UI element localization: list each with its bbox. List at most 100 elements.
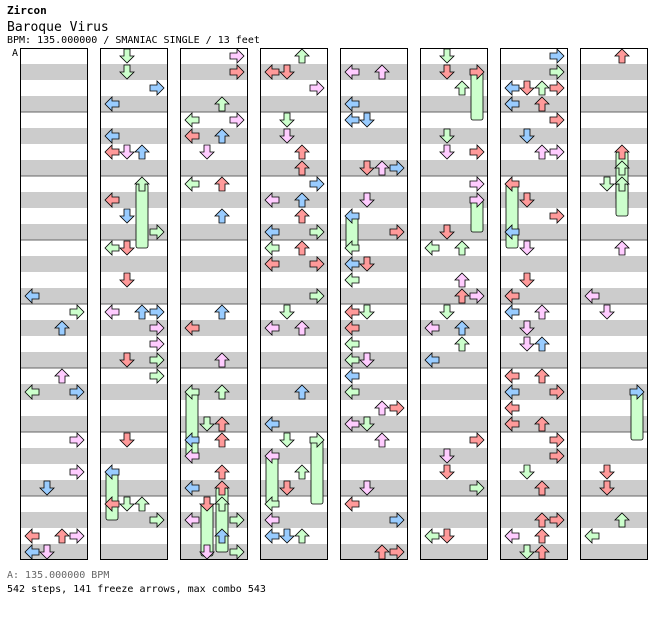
left-arrow-icon bbox=[104, 304, 120, 320]
up-arrow-icon bbox=[214, 384, 230, 400]
up-arrow-icon bbox=[614, 512, 630, 528]
down-arrow-icon bbox=[519, 128, 535, 144]
beat-stripe bbox=[420, 416, 488, 432]
beat-stripe bbox=[260, 96, 328, 112]
down-arrow-icon bbox=[199, 144, 215, 160]
down-arrow-icon bbox=[359, 192, 375, 208]
beat-stripe bbox=[420, 320, 488, 336]
up-arrow-icon bbox=[294, 528, 310, 544]
down-arrow-icon bbox=[439, 464, 455, 480]
right-arrow-icon bbox=[469, 480, 485, 496]
beat-stripe bbox=[20, 64, 88, 80]
right-arrow-icon bbox=[229, 112, 245, 128]
down-arrow-icon bbox=[599, 480, 615, 496]
artist-name: Zircon bbox=[7, 4, 47, 17]
beat-stripe bbox=[180, 512, 248, 528]
left-arrow-icon bbox=[264, 240, 280, 256]
beat-stripe bbox=[500, 480, 568, 496]
beat-stripe bbox=[100, 416, 168, 432]
beat-stripe bbox=[420, 160, 488, 176]
down-arrow-icon bbox=[279, 64, 295, 80]
left-arrow-icon bbox=[344, 64, 360, 80]
down-arrow-icon bbox=[119, 48, 135, 64]
right-arrow-icon bbox=[469, 288, 485, 304]
column-border bbox=[580, 48, 648, 560]
left-arrow-icon bbox=[344, 112, 360, 128]
beat-stripe bbox=[500, 416, 568, 432]
down-arrow-icon bbox=[439, 528, 455, 544]
right-arrow-icon bbox=[549, 64, 565, 80]
beat-stripe bbox=[420, 384, 488, 400]
beat-stripe bbox=[580, 96, 648, 112]
beat-stripe bbox=[100, 288, 168, 304]
left-arrow-icon bbox=[344, 304, 360, 320]
left-arrow-icon bbox=[184, 384, 200, 400]
beat-stripe bbox=[260, 512, 328, 528]
column-border bbox=[260, 48, 328, 560]
beat-stripe bbox=[340, 64, 408, 80]
beat-stripe bbox=[580, 544, 648, 560]
up-arrow-icon bbox=[54, 528, 70, 544]
beat-stripe bbox=[180, 128, 248, 144]
up-arrow-icon bbox=[214, 304, 230, 320]
beat-stripe bbox=[500, 160, 568, 176]
up-arrow-icon bbox=[454, 272, 470, 288]
beat-stripe bbox=[100, 160, 168, 176]
down-arrow-icon bbox=[359, 160, 375, 176]
beat-stripe bbox=[180, 224, 248, 240]
up-arrow-icon bbox=[614, 48, 630, 64]
beat-stripe bbox=[260, 288, 328, 304]
up-arrow-icon bbox=[294, 384, 310, 400]
down-arrow-icon bbox=[359, 352, 375, 368]
down-arrow-icon bbox=[279, 128, 295, 144]
up-arrow-icon bbox=[54, 320, 70, 336]
left-arrow-icon bbox=[264, 320, 280, 336]
left-arrow-icon bbox=[344, 208, 360, 224]
right-arrow-icon bbox=[389, 224, 405, 240]
down-arrow-icon bbox=[199, 416, 215, 432]
up-arrow-icon bbox=[214, 208, 230, 224]
beat-stripe bbox=[500, 288, 568, 304]
beat-stripe bbox=[420, 352, 488, 368]
left-arrow-icon bbox=[504, 384, 520, 400]
left-arrow-icon bbox=[504, 288, 520, 304]
left-arrow-icon bbox=[264, 528, 280, 544]
up-arrow-icon bbox=[214, 416, 230, 432]
beat-stripe bbox=[100, 544, 168, 560]
left-arrow-icon bbox=[344, 496, 360, 512]
beat-stripe bbox=[580, 192, 648, 208]
beat-stripe bbox=[20, 320, 88, 336]
down-arrow-icon bbox=[279, 432, 295, 448]
left-arrow-icon bbox=[344, 368, 360, 384]
right-arrow-icon bbox=[309, 256, 325, 272]
down-arrow-icon bbox=[119, 272, 135, 288]
down-arrow-icon bbox=[599, 464, 615, 480]
beat-stripe bbox=[100, 128, 168, 144]
right-arrow-icon bbox=[149, 80, 165, 96]
down-arrow-icon bbox=[359, 416, 375, 432]
column-border bbox=[420, 48, 488, 560]
beat-stripe bbox=[340, 288, 408, 304]
beat-stripe bbox=[20, 416, 88, 432]
beat-stripe bbox=[500, 448, 568, 464]
down-arrow-icon bbox=[519, 240, 535, 256]
left-arrow-icon bbox=[24, 384, 40, 400]
beat-stripe bbox=[580, 320, 648, 336]
up-arrow-icon bbox=[534, 480, 550, 496]
up-arrow-icon bbox=[294, 192, 310, 208]
down-arrow-icon bbox=[439, 128, 455, 144]
beat-stripe bbox=[500, 96, 568, 112]
right-arrow-icon bbox=[69, 464, 85, 480]
beat-stripe bbox=[580, 512, 648, 528]
beat-stripe bbox=[500, 352, 568, 368]
beat-stripe bbox=[100, 384, 168, 400]
right-arrow-icon bbox=[149, 368, 165, 384]
left-arrow-icon bbox=[104, 464, 120, 480]
left-arrow-icon bbox=[184, 512, 200, 528]
right-arrow-icon bbox=[469, 432, 485, 448]
beat-stripe bbox=[100, 448, 168, 464]
right-arrow-icon bbox=[309, 288, 325, 304]
up-arrow-icon bbox=[134, 176, 150, 192]
up-arrow-icon bbox=[294, 144, 310, 160]
